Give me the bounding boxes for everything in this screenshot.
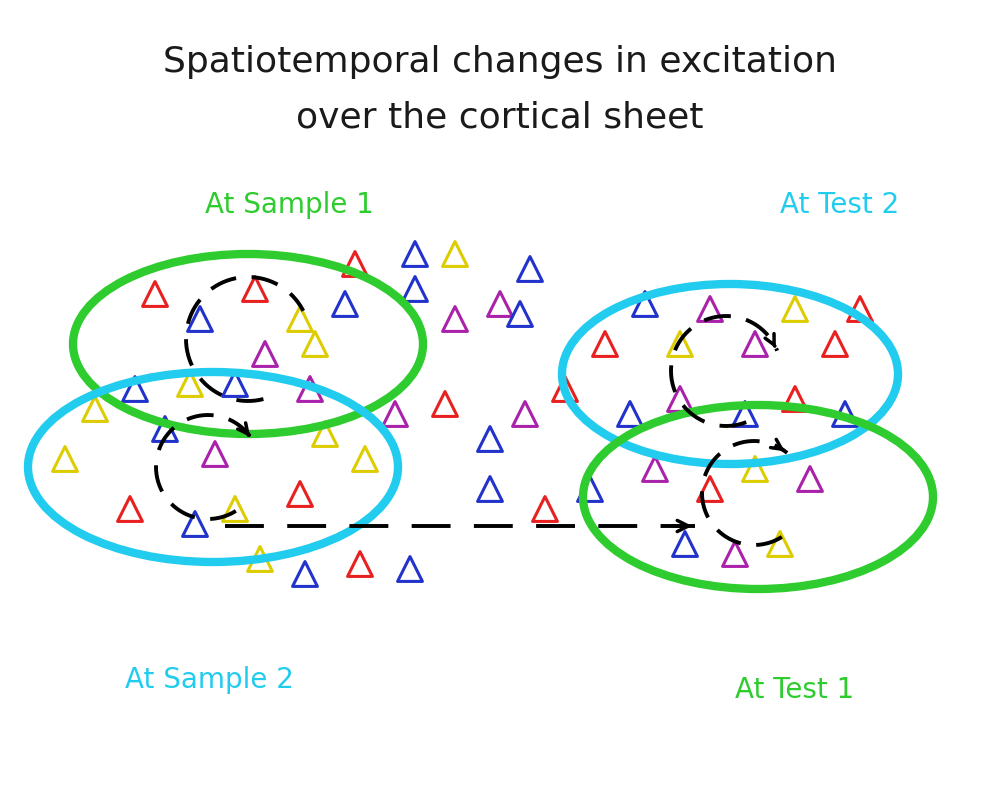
Point [772,538,788,551]
Point [827,338,843,351]
Point [747,463,763,476]
Point [727,547,743,560]
Point [672,338,688,351]
Point [522,264,538,277]
Point [347,258,363,271]
Point [147,288,163,301]
Point [357,453,373,466]
Point [247,283,263,296]
Point [407,248,423,261]
Point [702,483,718,496]
Point [337,298,353,311]
Point [582,483,598,496]
Text: over the cortical sheet: over the cortical sheet [296,101,704,135]
Text: At Test 1: At Test 1 [735,676,854,703]
Point [157,423,173,436]
Point [482,483,498,496]
Point [192,313,208,326]
Point [437,398,453,411]
Point [292,488,308,501]
Point [122,503,138,516]
Point [352,558,368,571]
Point [637,298,653,311]
Point [447,313,463,326]
Point [57,453,73,466]
Point [187,518,203,531]
Point [402,563,418,576]
Point [557,383,573,396]
Point [317,428,333,441]
Text: At Sample 2: At Sample 2 [125,665,294,693]
Point [387,408,403,421]
Point [302,383,318,396]
Point [517,408,533,421]
Point [407,283,423,296]
Point [677,538,693,551]
Point [87,403,103,416]
Point [252,553,268,566]
Point [737,408,753,421]
Point [787,393,803,406]
Text: At Sample 1: At Sample 1 [205,191,374,219]
Point [227,378,243,391]
Point [307,338,323,351]
Point [297,568,313,581]
Point [182,378,198,391]
Text: At Test 2: At Test 2 [780,191,899,219]
Point [537,503,553,516]
Point [787,303,803,316]
Point [672,393,688,406]
Point [597,338,613,351]
Point [702,303,718,316]
Point [647,463,663,476]
Point [747,338,763,351]
Point [622,408,638,421]
Point [512,308,528,321]
Point [292,313,308,326]
Point [447,248,463,261]
Point [227,503,243,516]
Point [852,303,868,316]
Point [482,433,498,446]
Point [127,383,143,396]
Point [837,408,853,421]
Point [257,348,273,361]
Text: Spatiotemporal changes in excitation: Spatiotemporal changes in excitation [163,45,837,79]
Point [207,448,223,461]
Point [802,473,818,486]
Point [492,298,508,311]
